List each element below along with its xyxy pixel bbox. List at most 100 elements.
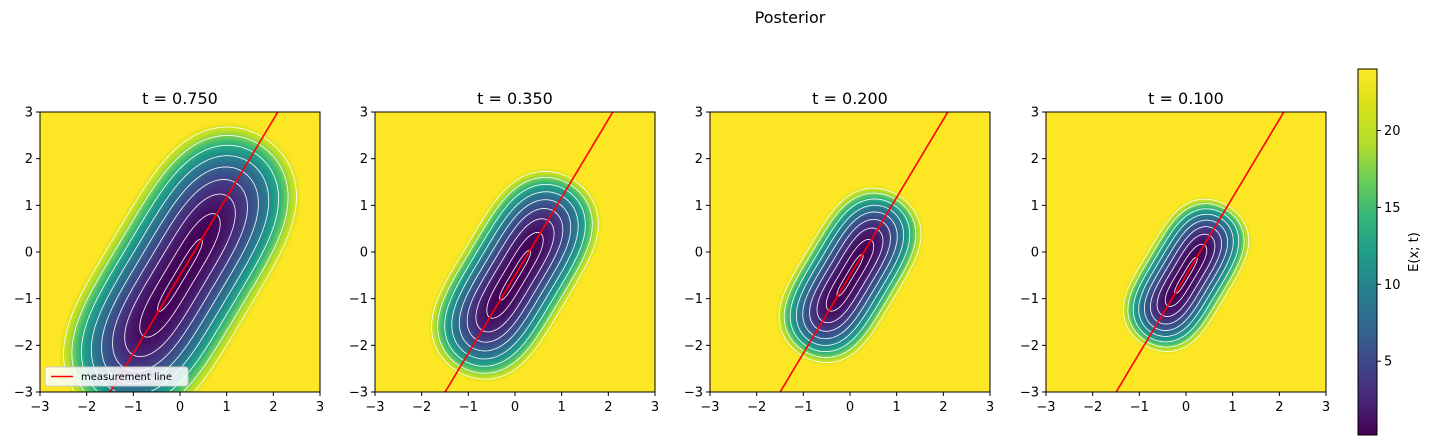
colorbar: 5 10 15 20 E(x; t) [1357,68,1422,436]
y-tick-label: 3 [695,106,703,121]
y-tick-label: 2 [25,152,33,167]
contour-level-line [825,238,875,312]
y-tick-label: 2 [695,152,703,167]
heatmap-image [40,112,320,392]
x-tick-label: 0 [176,400,184,415]
x-tick-label: 2 [604,400,612,415]
y-tick-label: 0 [360,246,368,261]
y-tick-label: −2 [349,339,368,354]
y-tick-label: 0 [1031,246,1039,261]
measurement-line [779,112,949,392]
y-tick-label: 2 [1031,152,1039,167]
x-tick-label: 2 [269,400,277,415]
x-tick-label: −3 [700,400,719,415]
contour-level-line [431,171,599,380]
contour-level-line [809,218,891,332]
y-tick-label: 1 [360,199,368,214]
contour-level-line [80,144,280,392]
x-tick-label: 1 [893,400,901,415]
contour-level-line [783,192,917,358]
x-tick-label: −1 [794,400,813,415]
contour-level-line [1127,203,1245,348]
contour-lines [431,171,599,380]
x-tick-label: 0 [846,400,854,415]
measurement-line [1115,112,1285,392]
panel-title: t = 0.350 [477,89,553,108]
colorbar-tick-label: 20 [1384,124,1401,139]
contour-level-line [499,249,531,301]
x-tick-label: 1 [1229,400,1237,415]
x-tick-label: −3 [1036,400,1055,415]
x-tick-label: 1 [558,400,566,415]
panel-1: t = 0.750 −3 −2 −1 0 1 2 3 −3 −2 −1 0 1 2 3 measurement… [14,89,324,415]
y-tick-label: 1 [25,199,33,214]
y-tick-label: −1 [349,292,368,307]
panel-title: t = 0.200 [812,89,888,108]
y-tick-label: −3 [349,386,368,401]
legend: measurement line [44,366,189,387]
x-tick-label: −2 [1083,400,1102,415]
y-tick-label: 3 [25,106,33,121]
y-tick-label: −2 [1020,339,1039,354]
measurement-line [109,112,279,392]
contour-lines [1122,198,1250,352]
panel-title: t = 0.100 [1148,89,1224,108]
panel-2: t = 0.350 −3 −2 −1 0 1 2 3 −3 −2 −1 0 1 2 3 [349,89,659,415]
contour-level-line [1164,243,1208,307]
legend-box [44,366,189,387]
colorbar-label: E(x; t) [1407,232,1422,272]
colorbar-tick-label: 15 [1384,201,1401,216]
panel-3: t = 0.200 −3 −2 −1 0 1 2 3 −3 −2 −1 0 1 2 3 [684,89,994,415]
contour-level-line [475,218,555,333]
contour-level-line [1132,208,1240,343]
heatmap-image [1046,112,1326,392]
heatmap-image [710,112,990,392]
contour-level-line [437,176,593,374]
y-tick-label: 1 [695,199,703,214]
x-tick-label: 2 [1275,400,1283,415]
heatmap-image [375,112,655,392]
contour-level-line [1174,256,1198,294]
x-tick-label: 0 [511,400,519,415]
contour-level-line [486,231,544,319]
contour-level-line [1149,226,1223,325]
x-tick-label: −2 [412,400,431,415]
y-tick-label: −3 [1020,386,1039,401]
panel-4: t = 0.100 −3 −2 −1 0 1 2 3 −3 −2 −1 0 1 2 3 [1020,89,1330,415]
contour-level-line [63,126,297,392]
legend-label: measurement line [81,372,172,383]
contour-level-line [112,179,248,372]
y-tick-label: −3 [14,386,33,401]
x-tick-label: −3 [365,400,384,415]
x-tick-label: 3 [1322,400,1330,415]
contour-level-line [1143,219,1229,331]
x-tick-label: −3 [30,400,49,415]
y-tick-label: −2 [14,339,33,354]
x-tick-label: −2 [747,400,766,415]
contour-level-line [139,213,221,338]
contour-level-line [458,199,572,352]
panels-group: t = 0.750 −3 −2 −1 0 1 2 3 −3 −2 −1 0 1 2 3 measurement… [14,89,1330,415]
figure-title: Posterior [755,8,826,27]
contour-level-line [444,183,586,367]
x-tick-label: 2 [939,400,947,415]
x-tick-label: −1 [459,400,478,415]
contour-lines [63,126,297,392]
x-tick-label: 3 [316,400,324,415]
y-tick-label: 1 [1031,199,1039,214]
contour-level-line [802,211,898,340]
colorbar-tick-label: 10 [1384,278,1401,293]
y-tick-label: −1 [684,292,703,307]
y-tick-label: 0 [25,246,33,261]
colorbar-tick-label: 5 [1384,355,1392,370]
x-tick-label: 0 [1182,400,1190,415]
x-tick-label: 1 [223,400,231,415]
y-tick-label: 2 [360,152,368,167]
x-tick-label: −1 [124,400,143,415]
x-tick-label: −1 [1130,400,1149,415]
colorbar-gradient [1358,69,1377,435]
contour-level-line [836,254,864,297]
y-tick-label: −1 [1020,292,1039,307]
y-tick-label: −1 [14,292,33,307]
